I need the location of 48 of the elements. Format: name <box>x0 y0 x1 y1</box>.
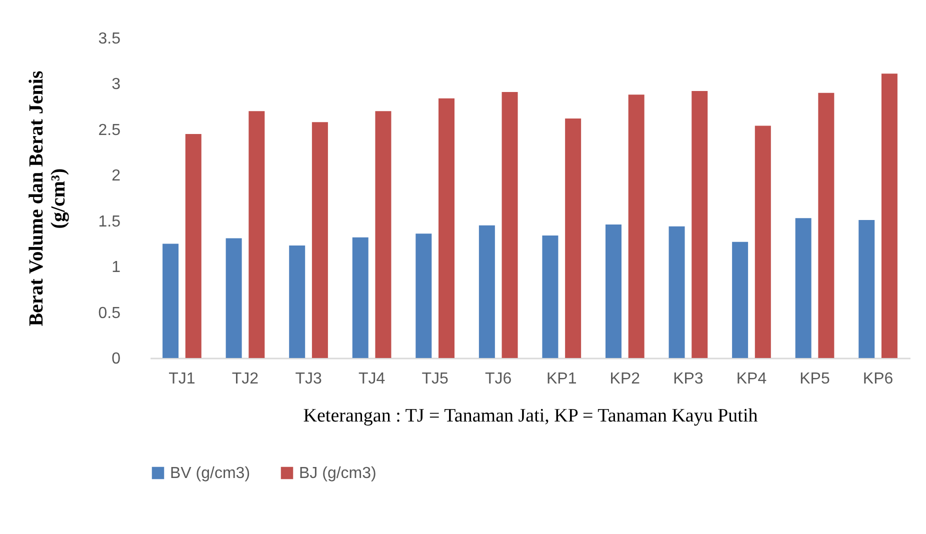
bar <box>478 225 495 358</box>
bar <box>248 111 265 358</box>
x-tick-label: KP5 <box>800 370 830 388</box>
x-axis-title: Keterangan : TJ = Tanaman Jati, KP = Tanaman Kayu Putih <box>303 406 758 426</box>
bar <box>881 74 898 358</box>
y-tick-label: 2.5 <box>98 122 121 139</box>
x-tick-label: KP2 <box>610 370 640 388</box>
bar <box>795 218 812 358</box>
y-tick-label: 0 <box>112 350 121 368</box>
bar <box>185 134 202 358</box>
bar <box>605 224 622 358</box>
bar <box>668 226 685 358</box>
x-tick-label: KP3 <box>673 370 704 388</box>
bar <box>565 118 582 358</box>
bar <box>352 237 368 358</box>
y-tick-label: 2 <box>112 168 121 185</box>
x-tick-label: KP6 <box>862 370 894 388</box>
bar <box>732 242 748 358</box>
bar <box>628 94 644 358</box>
y-tick-label: 1 <box>112 259 121 276</box>
bar <box>818 92 834 358</box>
bar <box>312 122 328 358</box>
bar <box>226 238 242 358</box>
x-tick-label: KP1 <box>546 370 577 388</box>
bar <box>438 98 455 358</box>
bar <box>416 234 432 358</box>
x-tick-label: KP4 <box>736 370 767 388</box>
x-tick-label: TJ2 <box>232 370 259 388</box>
legend-label: BJ (g/cm3) <box>299 465 376 482</box>
bar <box>542 235 558 358</box>
bar <box>289 246 306 358</box>
x-tick-label: TJ6 <box>485 370 512 388</box>
x-tick-label: TJ5 <box>422 370 449 388</box>
bar <box>502 92 518 358</box>
x-tick-label: TJ1 <box>168 370 196 388</box>
bar <box>754 126 771 358</box>
legend-label: BV (g/cm3) <box>170 465 250 482</box>
bar <box>692 91 708 358</box>
y-axis-title: Berat Volume dan Berat Jenis (g/cm³) <box>25 70 70 326</box>
y-tick-label: 3 <box>112 76 121 94</box>
bar <box>162 244 179 358</box>
x-tick-label: TJ3 <box>295 370 322 388</box>
bar <box>858 220 875 358</box>
y-tick-label: 1.5 <box>98 213 121 230</box>
x-tick-label: TJ4 <box>358 370 386 388</box>
y-tick-label: 0.5 <box>98 304 121 322</box>
y-tick-label: 3.5 <box>98 30 121 48</box>
bar <box>375 111 392 358</box>
